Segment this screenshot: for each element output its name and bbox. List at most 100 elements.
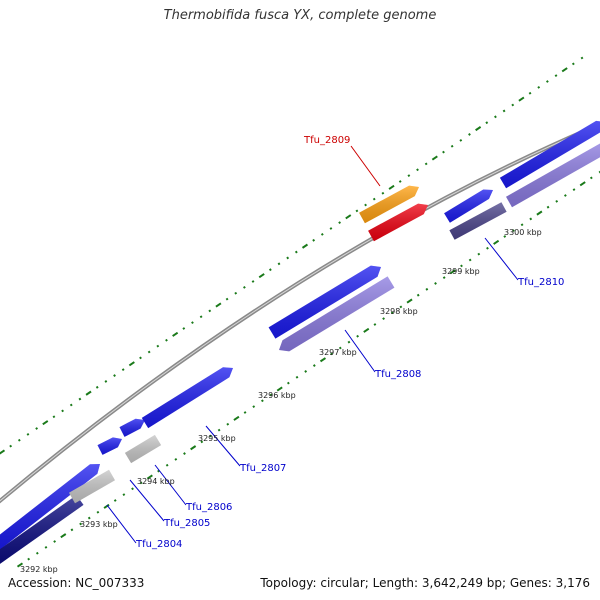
kbp-label: 3297 kbp [319,348,357,357]
inner-ruler-tick [87,516,91,520]
gene-arrow-tfu2809[interactable] [359,185,419,224]
outer-ruler-tick [165,338,168,342]
inner-ruler-tick [190,445,197,451]
gene-label[interactable]: Tfu_2809 [303,135,350,146]
outer-ruler-tick [52,415,56,419]
inner-ruler-tick [79,522,82,526]
inner-ruler-tick [286,381,290,385]
outer-ruler-tick [69,403,73,407]
kbp-label: 3294 kbp [137,477,175,486]
outer-ruler-tick [381,191,385,195]
kbp-label: 3293 kbp [80,520,118,529]
outer-ruler-tick [258,273,265,279]
outer-ruler-tick [191,321,194,325]
gene-arrow[interactable] [141,367,233,429]
outer-ruler-tick [95,385,99,389]
kbp-label: 3298 kbp [380,307,418,316]
inner-ruler-tick [131,487,134,491]
gene-label[interactable]: Tfu_2806 [185,502,232,513]
outer-ruler-tick [571,62,575,66]
inner-ruler-tick [589,176,593,180]
outer-ruler-tick [104,380,108,383]
outer-ruler-tick [537,86,541,89]
gene-arrow[interactable] [0,464,100,551]
gene-arrow-tfu2809[interactable] [368,203,428,242]
outer-ruler-tick [320,233,324,236]
gene-arrow[interactable] [506,142,600,208]
inner-ruler-tick [347,340,351,344]
outer-ruler-tick [431,155,438,161]
outer-ruler-tick [215,302,222,308]
leader-line [344,329,376,373]
inner-ruler-tick [233,415,240,421]
outer-ruler-tick [9,444,13,448]
gene-arrow[interactable] [119,418,146,437]
outer-ruler-tick [312,238,316,242]
gene-arrow[interactable] [444,189,493,223]
outer-ruler-tick [234,291,238,295]
inner-ruler-tick [468,258,472,262]
inner-ruler-tick [555,199,559,203]
inner-ruler-tick [103,503,110,509]
outer-ruler-tick [35,427,39,430]
inner-ruler-tick [373,323,377,326]
outer-ruler-tick [372,197,376,201]
outer-ruler-tick [388,184,395,190]
inner-ruler-tick [243,411,247,414]
backbone-layer [0,122,600,504]
gene-label[interactable]: Tfu_2805 [163,518,210,529]
outer-ruler-tick [442,150,445,154]
inner-ruler-tick [252,405,256,409]
inner-ruler-tick [520,223,524,227]
inner-ruler-tick [512,229,515,233]
outer-ruler-tick [85,390,92,396]
outer-ruler-tick [424,162,428,166]
gene-arrow[interactable] [499,120,600,189]
inner-ruler-tick [442,276,446,279]
leader-layer [106,145,519,544]
gene-arrow[interactable] [69,469,115,504]
inner-ruler-tick [434,282,437,285]
gene-arrow[interactable] [449,202,507,240]
outer-ruler-tick [277,262,281,266]
outer-ruler-tick [364,203,367,207]
gene-label[interactable]: Tfu_2808 [374,369,421,380]
inner-ruler-tick [416,293,420,297]
inner-ruler-tick [406,298,413,304]
gene-arrow[interactable] [268,265,381,339]
inner-ruler-tick [546,205,550,209]
topology-summary: Topology: circular; Length: 3,642,249 bp… [260,576,590,590]
outer-ruler-tick [407,174,411,178]
gene-label[interactable]: Tfu_2810 [517,277,564,288]
outer-ruler-tick [545,80,549,83]
outer-ruler-tick [329,227,333,230]
outer-ruler-tick [139,356,142,360]
kbp-label: 3295 kbp [198,434,236,443]
inner-ruler-tick [598,170,600,174]
outer-ruler-tick [78,397,82,401]
inner-ruler-tick [572,188,576,191]
gene-arrow[interactable] [124,434,162,464]
leader-line [129,479,165,522]
gene-label[interactable]: Tfu_2804 [135,539,182,550]
gene-layer[interactable] [0,120,600,565]
gene-arrow[interactable] [97,437,123,455]
outer-ruler-tick [42,420,49,426]
gene-arrow[interactable] [279,276,395,352]
outer-ruler-tick [301,243,309,249]
inner-ruler-tick [486,246,489,250]
outer-ruler-tick [485,121,489,125]
leader-line [484,237,519,281]
inner-ruler-tick [356,334,360,338]
inner-ruler-tick [269,393,273,397]
inner-ruler-tick [27,557,31,561]
kbp-label: 3292 kbp [20,565,58,574]
inner-ruler-tick [330,352,334,356]
gene-arrow[interactable] [0,495,84,565]
outer-ruler-tick [502,109,506,113]
inner-ruler-tick [312,364,316,367]
gene-label[interactable]: Tfu_2807 [239,463,286,474]
outer-ruler-tick [528,91,532,95]
inner-ruler-tick [260,399,264,403]
